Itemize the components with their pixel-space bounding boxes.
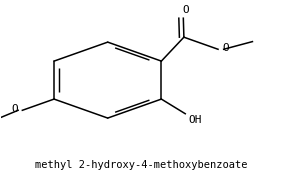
- Text: methyl 2-hydroxy-4-methoxybenzoate: methyl 2-hydroxy-4-methoxybenzoate: [35, 160, 248, 170]
- Text: O: O: [11, 104, 18, 114]
- Text: O: O: [182, 5, 189, 15]
- Text: OH: OH: [188, 115, 201, 125]
- Text: O: O: [222, 43, 229, 53]
